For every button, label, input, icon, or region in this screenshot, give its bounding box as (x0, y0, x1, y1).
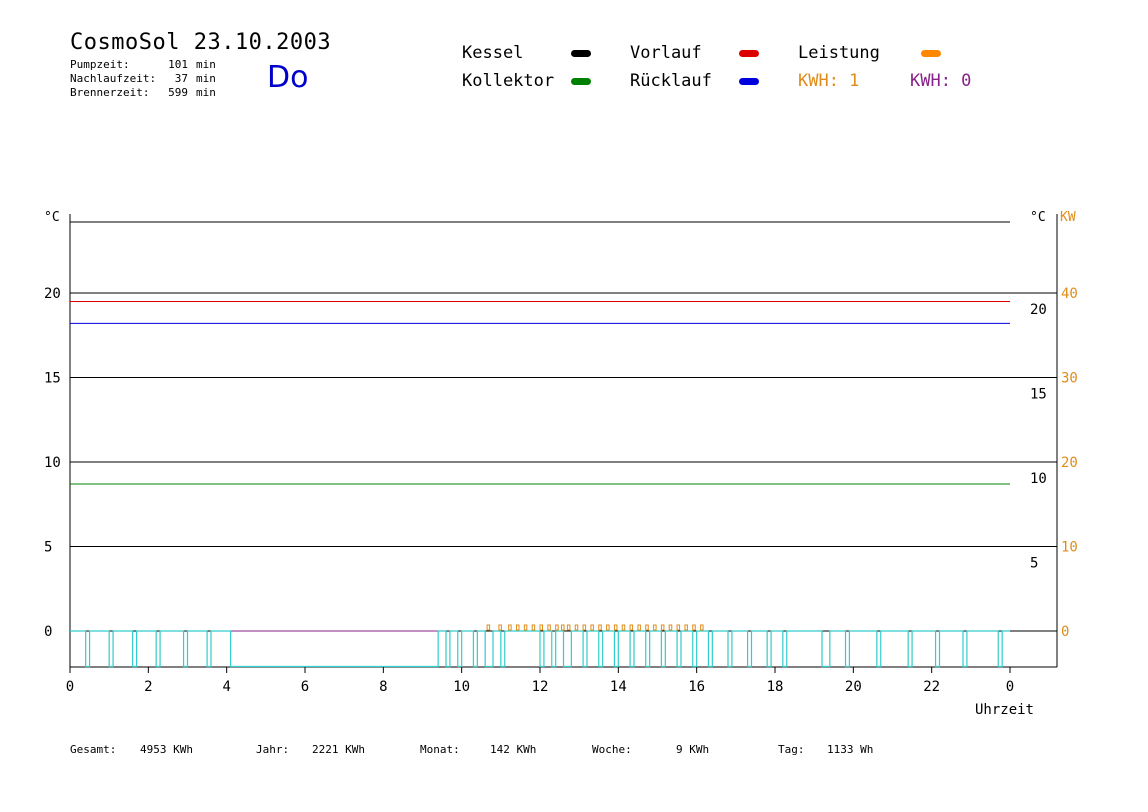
footer-tag-value: 1133 Wh (827, 743, 874, 756)
footer-woche-value: 9 KWh (676, 743, 710, 756)
x-tick-label-7: 14 (610, 679, 627, 695)
y-tick-power-20: 20 (1061, 455, 1078, 471)
legend-vorlauf-swatch (739, 50, 759, 57)
legend-kessel-label: Kessel (462, 43, 524, 63)
stat-unit-nachlaufzeit: min (196, 72, 216, 85)
weekday-label: Do (267, 60, 309, 95)
power-pulse-5 (531, 624, 536, 631)
stat-unit-pumpzeit: min (196, 58, 216, 71)
y-tick-power-30: 30 (1061, 371, 1078, 387)
legend-kollektor-label: Kollektor (462, 71, 555, 91)
footer-gesamt-value: 4953 KWh (140, 743, 193, 756)
power-pulse-13 (590, 624, 594, 631)
footer-tag-label: Tag: (778, 743, 805, 756)
stat-label-nachlaufzeit: Nachlaufzeit: (70, 72, 157, 85)
power-pulse-26 (692, 624, 696, 631)
footer-woche-label: Woche: (592, 743, 632, 756)
y-tick-right-20: 20 (1030, 302, 1047, 318)
y-tick-left-5: 5 (44, 540, 52, 556)
x-tick-label-4: 8 (379, 679, 387, 695)
power-pulse-6 (539, 624, 543, 631)
x-tick-label-9: 18 (767, 679, 784, 695)
power-pulse-27 (700, 624, 704, 631)
legend-kwh1-label: KWH: 1 (798, 71, 860, 91)
footer-monat-label: Monat: (420, 743, 460, 756)
power-pulse-0 (486, 624, 491, 631)
x-tick-label-11: 22 (923, 679, 940, 695)
power-pulse-24 (676, 624, 681, 631)
stat-unit-brennerzeit: min (196, 86, 216, 99)
power-pulse-21 (653, 624, 657, 631)
y-tick-left-10: 10 (44, 455, 61, 471)
stat-label-pumpzeit: Pumpzeit: (70, 58, 130, 71)
legend-kollektor-swatch (571, 78, 591, 85)
power-pulse-25 (684, 624, 688, 631)
power-pulse-15 (606, 624, 610, 631)
power-pulse-20 (645, 624, 649, 631)
y-tick-power-10: 10 (1061, 540, 1078, 556)
x-tick-label-8: 16 (688, 679, 705, 695)
legend-ruecklauf-label: Rücklauf (630, 71, 712, 91)
power-pulse-3 (516, 624, 520, 631)
x-tick-label-12: 0 (1006, 679, 1014, 695)
x-tick-label-6: 12 (532, 679, 549, 695)
power-pulse-11 (574, 624, 579, 631)
power-pulse-1 (498, 624, 502, 631)
stat-value-pumpzeit: 101 (168, 58, 188, 71)
y-unit-left: °C (44, 210, 60, 225)
footer-jahr-value: 2221 KWh (312, 743, 365, 756)
x-tick-label-5: 10 (453, 679, 470, 695)
power-pulse-16 (613, 624, 618, 631)
power-pulse-9 (561, 624, 565, 631)
y-tick-left-20: 20 (44, 286, 61, 302)
power-pulse-2 (508, 624, 512, 631)
footer-gesamt-label: Gesamt: (70, 743, 117, 756)
x-tick-label-2: 4 (222, 679, 230, 695)
y-tick-right-15: 15 (1030, 387, 1047, 403)
power-pulse-7 (547, 624, 551, 631)
y-tick-power-40: 40 (1061, 286, 1078, 302)
power-pulse-17 (621, 624, 626, 631)
stat-value-brennerzeit: 599 (168, 86, 188, 99)
legend-leistung-swatch (921, 50, 941, 57)
legend-ruecklauf-swatch (739, 78, 759, 85)
stat-value-nachlaufzeit: 37 (174, 72, 188, 85)
power-pulse-22 (660, 624, 665, 631)
power-pulse-8 (555, 624, 559, 631)
stat-label-brennerzeit: Brennerzeit: (70, 86, 150, 99)
power-pulse-4 (523, 624, 528, 631)
power-pulse-12 (582, 624, 587, 631)
x-tick-label-0: 0 (66, 679, 74, 695)
legend-vorlauf-label: Vorlauf (630, 43, 702, 63)
legend-kwh0-label: KWH: 0 (910, 71, 972, 91)
legend-kessel-swatch (571, 50, 591, 57)
y-unit-power: KW (1060, 210, 1076, 225)
y-tick-left-15: 15 (44, 371, 61, 387)
x-tick-label-10: 20 (845, 679, 862, 695)
power-pulse-19 (637, 624, 641, 631)
pump-trace (70, 630, 1010, 668)
x-axis-label: Uhrzeit (975, 702, 1034, 718)
power-pulse-18 (629, 624, 634, 631)
page-title: CosmoSol 23.10.2003 (70, 30, 332, 55)
power-pulse-14 (598, 624, 602, 631)
footer-jahr-label: Jahr: (256, 743, 290, 756)
y-tick-right-10: 10 (1030, 471, 1047, 487)
x-tick-label-3: 6 (301, 679, 309, 695)
power-pulse-23 (668, 624, 673, 631)
y-tick-power-0: 0 (1061, 624, 1069, 640)
y-tick-left-0: 0 (44, 624, 52, 640)
y-tick-right-5: 5 (1030, 556, 1038, 572)
legend-leistung-label: Leistung (798, 43, 880, 63)
footer-monat-value: 142 KWh (490, 743, 537, 756)
x-tick-label-1: 2 (144, 679, 152, 695)
power-pulse-10 (566, 624, 571, 631)
y-unit-right: °C (1030, 210, 1046, 225)
